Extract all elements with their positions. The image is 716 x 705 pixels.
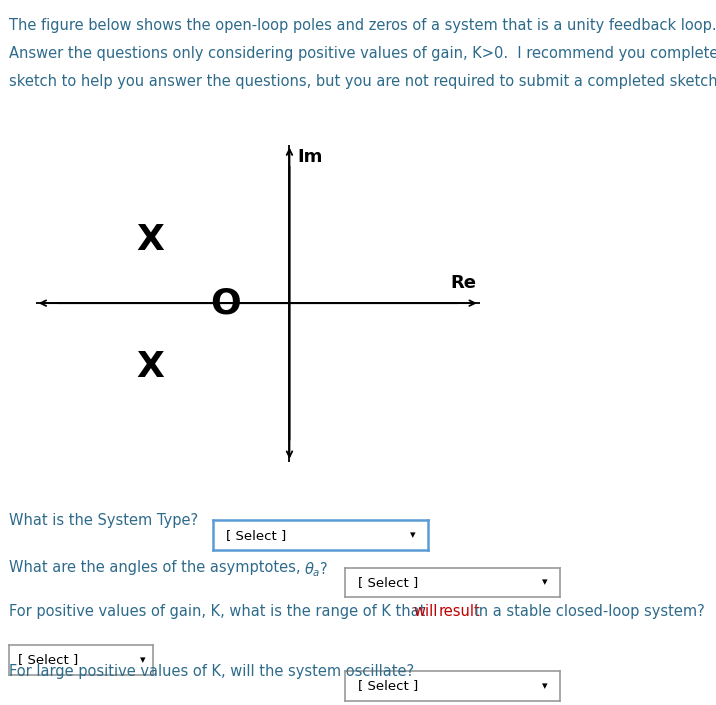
Text: Im: Im <box>297 148 322 166</box>
Text: For large positive values of K, will the system oscillate?: For large positive values of K, will the… <box>9 664 415 679</box>
Text: The figure below shows the open-loop poles and zeros of a system that is a unity: The figure below shows the open-loop pol… <box>9 18 716 32</box>
Text: $\theta_a$?: $\theta_a$? <box>304 560 329 580</box>
Text: Re: Re <box>450 274 477 292</box>
Text: X: X <box>136 223 164 257</box>
Text: in a stable closed-loop system?: in a stable closed-loop system? <box>470 604 705 619</box>
Text: For positive values of gain, K, what is the range of K that: For positive values of gain, K, what is … <box>9 604 430 619</box>
Text: ▾: ▾ <box>140 655 145 665</box>
Text: ▾: ▾ <box>410 530 416 540</box>
Text: Answer the questions only considering positive values of gain, K>0.  I recommend: Answer the questions only considering po… <box>9 46 716 61</box>
Text: [ Select ]: [ Select ] <box>358 680 418 692</box>
Text: ▾: ▾ <box>542 577 548 587</box>
Text: What are the angles of the asymptotes,: What are the angles of the asymptotes, <box>9 560 306 575</box>
Text: ▾: ▾ <box>542 681 548 691</box>
Text: X: X <box>136 350 164 384</box>
Text: What is the System Type?: What is the System Type? <box>9 513 198 528</box>
Text: will: will <box>413 604 437 619</box>
Text: result: result <box>439 604 480 619</box>
Text: [ Select ]: [ Select ] <box>358 576 418 589</box>
Text: [ Select ]: [ Select ] <box>18 654 78 666</box>
Text: [ Select ]: [ Select ] <box>226 529 286 541</box>
Text: O: O <box>211 286 241 320</box>
Text: sketch to help you answer the questions, but you are not required to submit a co: sketch to help you answer the questions,… <box>9 74 716 89</box>
